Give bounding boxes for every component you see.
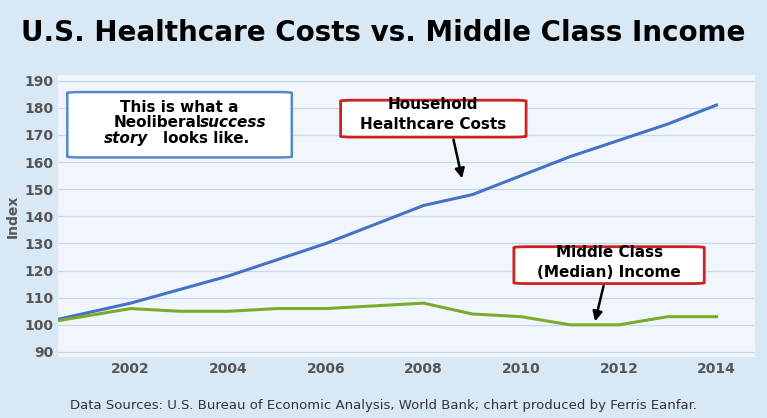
Text: This is what a: This is what a bbox=[120, 99, 239, 115]
Text: Data Sources: U.S. Bureau of Economic Analysis, World Bank; chart produced by Fe: Data Sources: U.S. Bureau of Economic An… bbox=[70, 399, 697, 412]
Text: U.S. Healthcare Costs vs. Middle Class Income: U.S. Healthcare Costs vs. Middle Class I… bbox=[21, 19, 746, 47]
FancyBboxPatch shape bbox=[341, 100, 526, 137]
Text: Neoliberal: Neoliberal bbox=[114, 115, 202, 130]
Text: success: success bbox=[200, 115, 267, 130]
Text: Household
Healthcare Costs: Household Healthcare Costs bbox=[360, 97, 506, 132]
FancyBboxPatch shape bbox=[514, 247, 704, 283]
Y-axis label: Index: Index bbox=[6, 195, 20, 238]
Text: Middle Class
(Median) Income: Middle Class (Median) Income bbox=[537, 245, 681, 280]
FancyBboxPatch shape bbox=[67, 92, 291, 158]
Text: story: story bbox=[104, 131, 148, 146]
Text: looks like.: looks like. bbox=[163, 131, 249, 146]
